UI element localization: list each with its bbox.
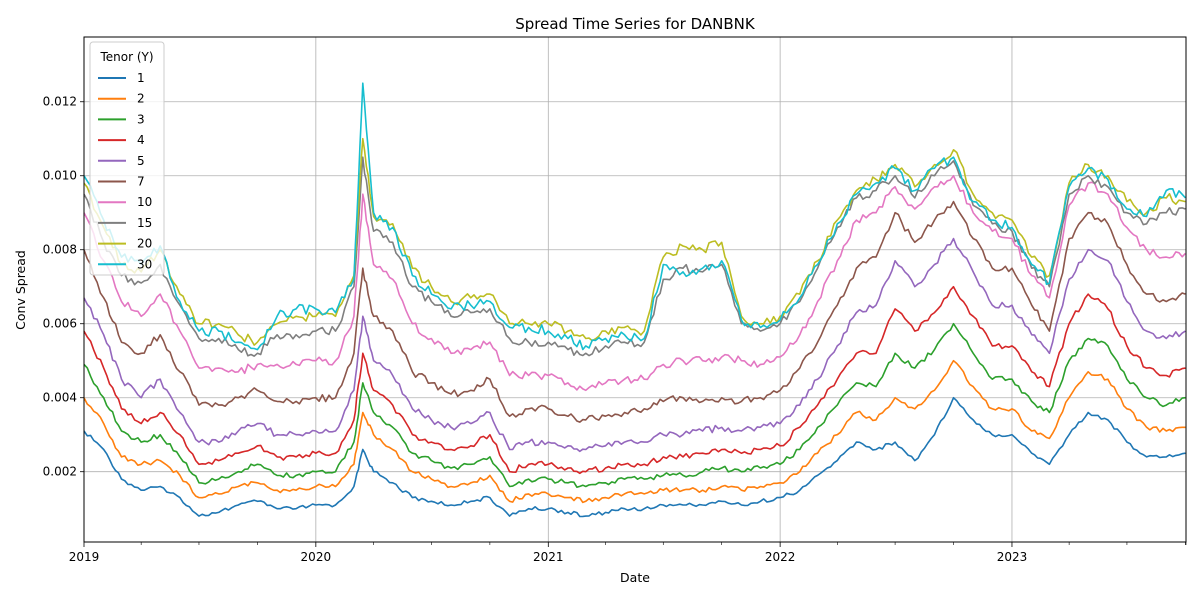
series-line-20 bbox=[83, 137, 1186, 346]
legend-label: 15 bbox=[137, 216, 152, 230]
series-lines bbox=[83, 82, 1186, 518]
series-line-2 bbox=[83, 359, 1186, 504]
legend-label: 20 bbox=[137, 237, 152, 251]
legend: Tenor (Y) 1 2 3 4 5 7 10 15 20 30 bbox=[89, 41, 165, 276]
x-tick-label: 2021 bbox=[533, 550, 564, 564]
y-tick-label: 0.002 bbox=[43, 465, 77, 479]
series-line-3 bbox=[83, 322, 1186, 488]
legend-label: 5 bbox=[137, 154, 145, 168]
y-axis-ticks: 0.002 0.004 0.006 0.008 0.010 0.012 bbox=[43, 95, 84, 479]
x-tick-label: 2022 bbox=[765, 550, 796, 564]
series-line-30 bbox=[83, 82, 1186, 351]
series-line-4 bbox=[83, 285, 1186, 475]
legend-items: 1 2 3 4 5 7 10 15 20 30 bbox=[98, 71, 152, 271]
y-tick-label: 0.010 bbox=[43, 169, 77, 183]
y-tick-label: 0.004 bbox=[43, 391, 77, 405]
x-tick-label: 2023 bbox=[997, 550, 1028, 564]
y-tick-label: 0.008 bbox=[43, 243, 77, 257]
y-axis-title: Conv Spread bbox=[13, 250, 28, 330]
series-line-5 bbox=[83, 237, 1186, 453]
legend-label: 1 bbox=[137, 71, 145, 85]
legend-title: Tenor (Y) bbox=[99, 50, 153, 64]
legend-label: 3 bbox=[137, 112, 145, 126]
y-tick-label: 0.012 bbox=[43, 95, 77, 109]
x-axis-title: Date bbox=[620, 570, 650, 585]
legend-label: 4 bbox=[137, 133, 145, 147]
plot-area-frame bbox=[83, 36, 1187, 543]
series-line-7 bbox=[83, 200, 1186, 423]
chart-title: Spread Time Series for DANBNK bbox=[515, 15, 756, 33]
legend-box bbox=[89, 41, 165, 276]
series-line-15 bbox=[83, 156, 1186, 357]
x-axis-ticks: 2019 2020 2021 2022 2023 bbox=[69, 542, 1187, 564]
legend-label: 10 bbox=[137, 195, 152, 209]
series-line-1 bbox=[83, 396, 1186, 518]
x-tick-label: 2019 bbox=[69, 550, 100, 564]
legend-label: 30 bbox=[137, 257, 152, 271]
series-line-10 bbox=[83, 174, 1186, 392]
y-tick-label: 0.006 bbox=[43, 317, 77, 331]
x-tick-label: 2020 bbox=[301, 550, 332, 564]
legend-label: 2 bbox=[137, 92, 145, 106]
legend-label: 7 bbox=[137, 175, 145, 189]
